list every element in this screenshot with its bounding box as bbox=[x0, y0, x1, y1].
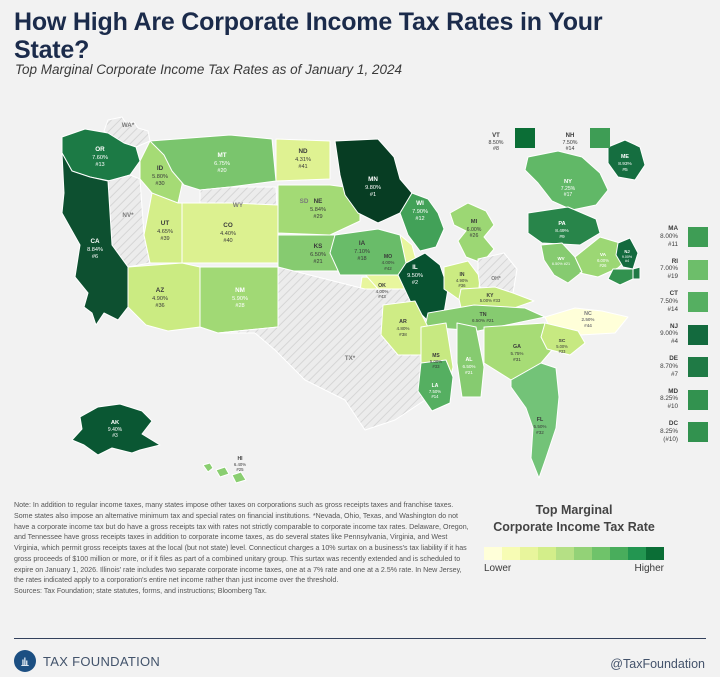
svg-text:#30: #30 bbox=[155, 181, 164, 187]
svg-text:WI: WI bbox=[416, 200, 424, 207]
svg-text:7.90%: 7.90% bbox=[412, 209, 428, 215]
svg-text:#36: #36 bbox=[458, 283, 466, 288]
svg-text:#9: #9 bbox=[559, 234, 565, 240]
svg-text:SD: SD bbox=[300, 198, 309, 205]
svg-text:#14: #14 bbox=[431, 394, 439, 399]
svg-text:VT: VT bbox=[492, 133, 500, 139]
svg-text:IA: IA bbox=[359, 240, 366, 247]
svg-text:2.50%: 2.50% bbox=[581, 317, 594, 322]
svg-text:#21: #21 bbox=[313, 259, 322, 265]
svg-text:#13: #13 bbox=[95, 162, 104, 168]
svg-text:KS: KS bbox=[314, 243, 323, 250]
svg-text:8.49%: 8.49% bbox=[555, 228, 569, 234]
svg-text:#31: #31 bbox=[513, 357, 521, 362]
svg-text:#1: #1 bbox=[370, 192, 376, 198]
svg-text:#33: #33 bbox=[559, 349, 567, 354]
svg-text:NH: NH bbox=[566, 133, 575, 139]
svg-text:4.80%: 4.80% bbox=[396, 326, 409, 331]
svg-text:MN: MN bbox=[368, 176, 378, 183]
svg-text:#8: #8 bbox=[493, 146, 499, 152]
svg-text:#21: #21 bbox=[465, 370, 473, 375]
svg-text:7.10%: 7.10% bbox=[354, 249, 370, 255]
svg-text:4.65%: 4.65% bbox=[157, 229, 173, 235]
svg-text:MT: MT bbox=[217, 152, 226, 159]
svg-text:TX*: TX* bbox=[345, 355, 356, 362]
svg-text:6.50% #21: 6.50% #21 bbox=[472, 318, 494, 323]
svg-text:OH*: OH* bbox=[491, 276, 501, 282]
svg-text:OR: OR bbox=[95, 146, 105, 153]
svg-text:#18: #18 bbox=[357, 256, 366, 262]
svg-text:AZ: AZ bbox=[156, 287, 165, 294]
svg-text:WA*: WA* bbox=[122, 122, 135, 129]
svg-text:NV*: NV* bbox=[122, 212, 134, 219]
svg-text:6.75%: 6.75% bbox=[214, 161, 230, 167]
svg-text:8.84%: 8.84% bbox=[87, 247, 103, 253]
svg-text:GA: GA bbox=[513, 344, 521, 350]
svg-text:#43: #43 bbox=[378, 294, 386, 299]
svg-text:#2: #2 bbox=[412, 280, 418, 286]
svg-text:#39: #39 bbox=[160, 236, 169, 242]
svg-text:#38: #38 bbox=[399, 332, 407, 337]
svg-text:NE: NE bbox=[314, 198, 323, 205]
svg-text:#44: #44 bbox=[584, 323, 592, 328]
svg-text:CO: CO bbox=[223, 222, 233, 229]
svg-text:5.00% #33: 5.00% #33 bbox=[480, 298, 501, 303]
svg-text:5.75%: 5.75% bbox=[510, 351, 523, 356]
svg-text:NY: NY bbox=[564, 179, 572, 185]
svg-text:#28: #28 bbox=[235, 303, 244, 309]
svg-text:ME: ME bbox=[621, 154, 629, 160]
svg-text:UT: UT bbox=[161, 220, 170, 227]
svg-text:ND: ND bbox=[298, 148, 308, 155]
svg-text:WY: WY bbox=[233, 202, 244, 209]
svg-text:IL: IL bbox=[412, 264, 418, 271]
svg-text:#32: #32 bbox=[536, 430, 544, 435]
svg-text:#25: #25 bbox=[236, 467, 244, 472]
svg-text:#12: #12 bbox=[415, 216, 424, 222]
svg-text:#17: #17 bbox=[564, 192, 573, 198]
svg-text:9.80%: 9.80% bbox=[365, 185, 381, 191]
svg-text:#26: #26 bbox=[470, 233, 479, 239]
svg-text:#29: #29 bbox=[313, 214, 322, 220]
svg-text:4.31%: 4.31% bbox=[295, 157, 311, 163]
svg-text:ID: ID bbox=[157, 165, 164, 172]
svg-text:5.80%: 5.80% bbox=[152, 174, 168, 180]
svg-text:NJ: NJ bbox=[624, 249, 630, 254]
svg-text:#20: #20 bbox=[217, 168, 226, 174]
svg-text:WV: WV bbox=[557, 256, 564, 261]
svg-text:9.50%: 9.50% bbox=[407, 273, 423, 279]
svg-text:#26: #26 bbox=[600, 263, 608, 268]
svg-text:PA: PA bbox=[558, 221, 565, 227]
svg-text:6.50%: 6.50% bbox=[310, 252, 326, 258]
svg-text:#33: #33 bbox=[432, 364, 440, 369]
svg-text:#4: #4 bbox=[625, 259, 629, 263]
svg-text:CA: CA bbox=[90, 238, 100, 245]
svg-text:#14: #14 bbox=[566, 146, 575, 152]
svg-text:MI: MI bbox=[471, 219, 478, 225]
svg-text:NM: NM bbox=[235, 287, 245, 294]
svg-text:#3: #3 bbox=[112, 433, 118, 439]
svg-text:FL: FL bbox=[537, 417, 544, 423]
svg-text:4.90%: 4.90% bbox=[152, 296, 168, 302]
svg-text:AK: AK bbox=[111, 420, 120, 426]
svg-text:#40: #40 bbox=[223, 238, 232, 244]
svg-text:6.50%: 6.50% bbox=[462, 364, 475, 369]
svg-text:AL: AL bbox=[465, 357, 473, 363]
svg-text:5.84%: 5.84% bbox=[310, 207, 326, 213]
svg-text:#5: #5 bbox=[622, 167, 628, 173]
svg-text:4.40%: 4.40% bbox=[220, 231, 236, 237]
svg-text:5.50%: 5.50% bbox=[533, 424, 546, 429]
svg-text:5.90%: 5.90% bbox=[232, 296, 248, 302]
svg-text:#41: #41 bbox=[298, 164, 307, 170]
svg-text:4.00%: 4.00% bbox=[382, 260, 395, 265]
svg-text:#6: #6 bbox=[92, 254, 98, 260]
svg-text:7.60%: 7.60% bbox=[92, 155, 108, 161]
svg-text:#36: #36 bbox=[155, 303, 164, 309]
svg-text:6.50% #21: 6.50% #21 bbox=[552, 262, 570, 266]
svg-text:#42: #42 bbox=[384, 266, 392, 271]
svg-text:AR: AR bbox=[399, 319, 407, 325]
svg-text:8.93%: 8.93% bbox=[618, 161, 632, 167]
